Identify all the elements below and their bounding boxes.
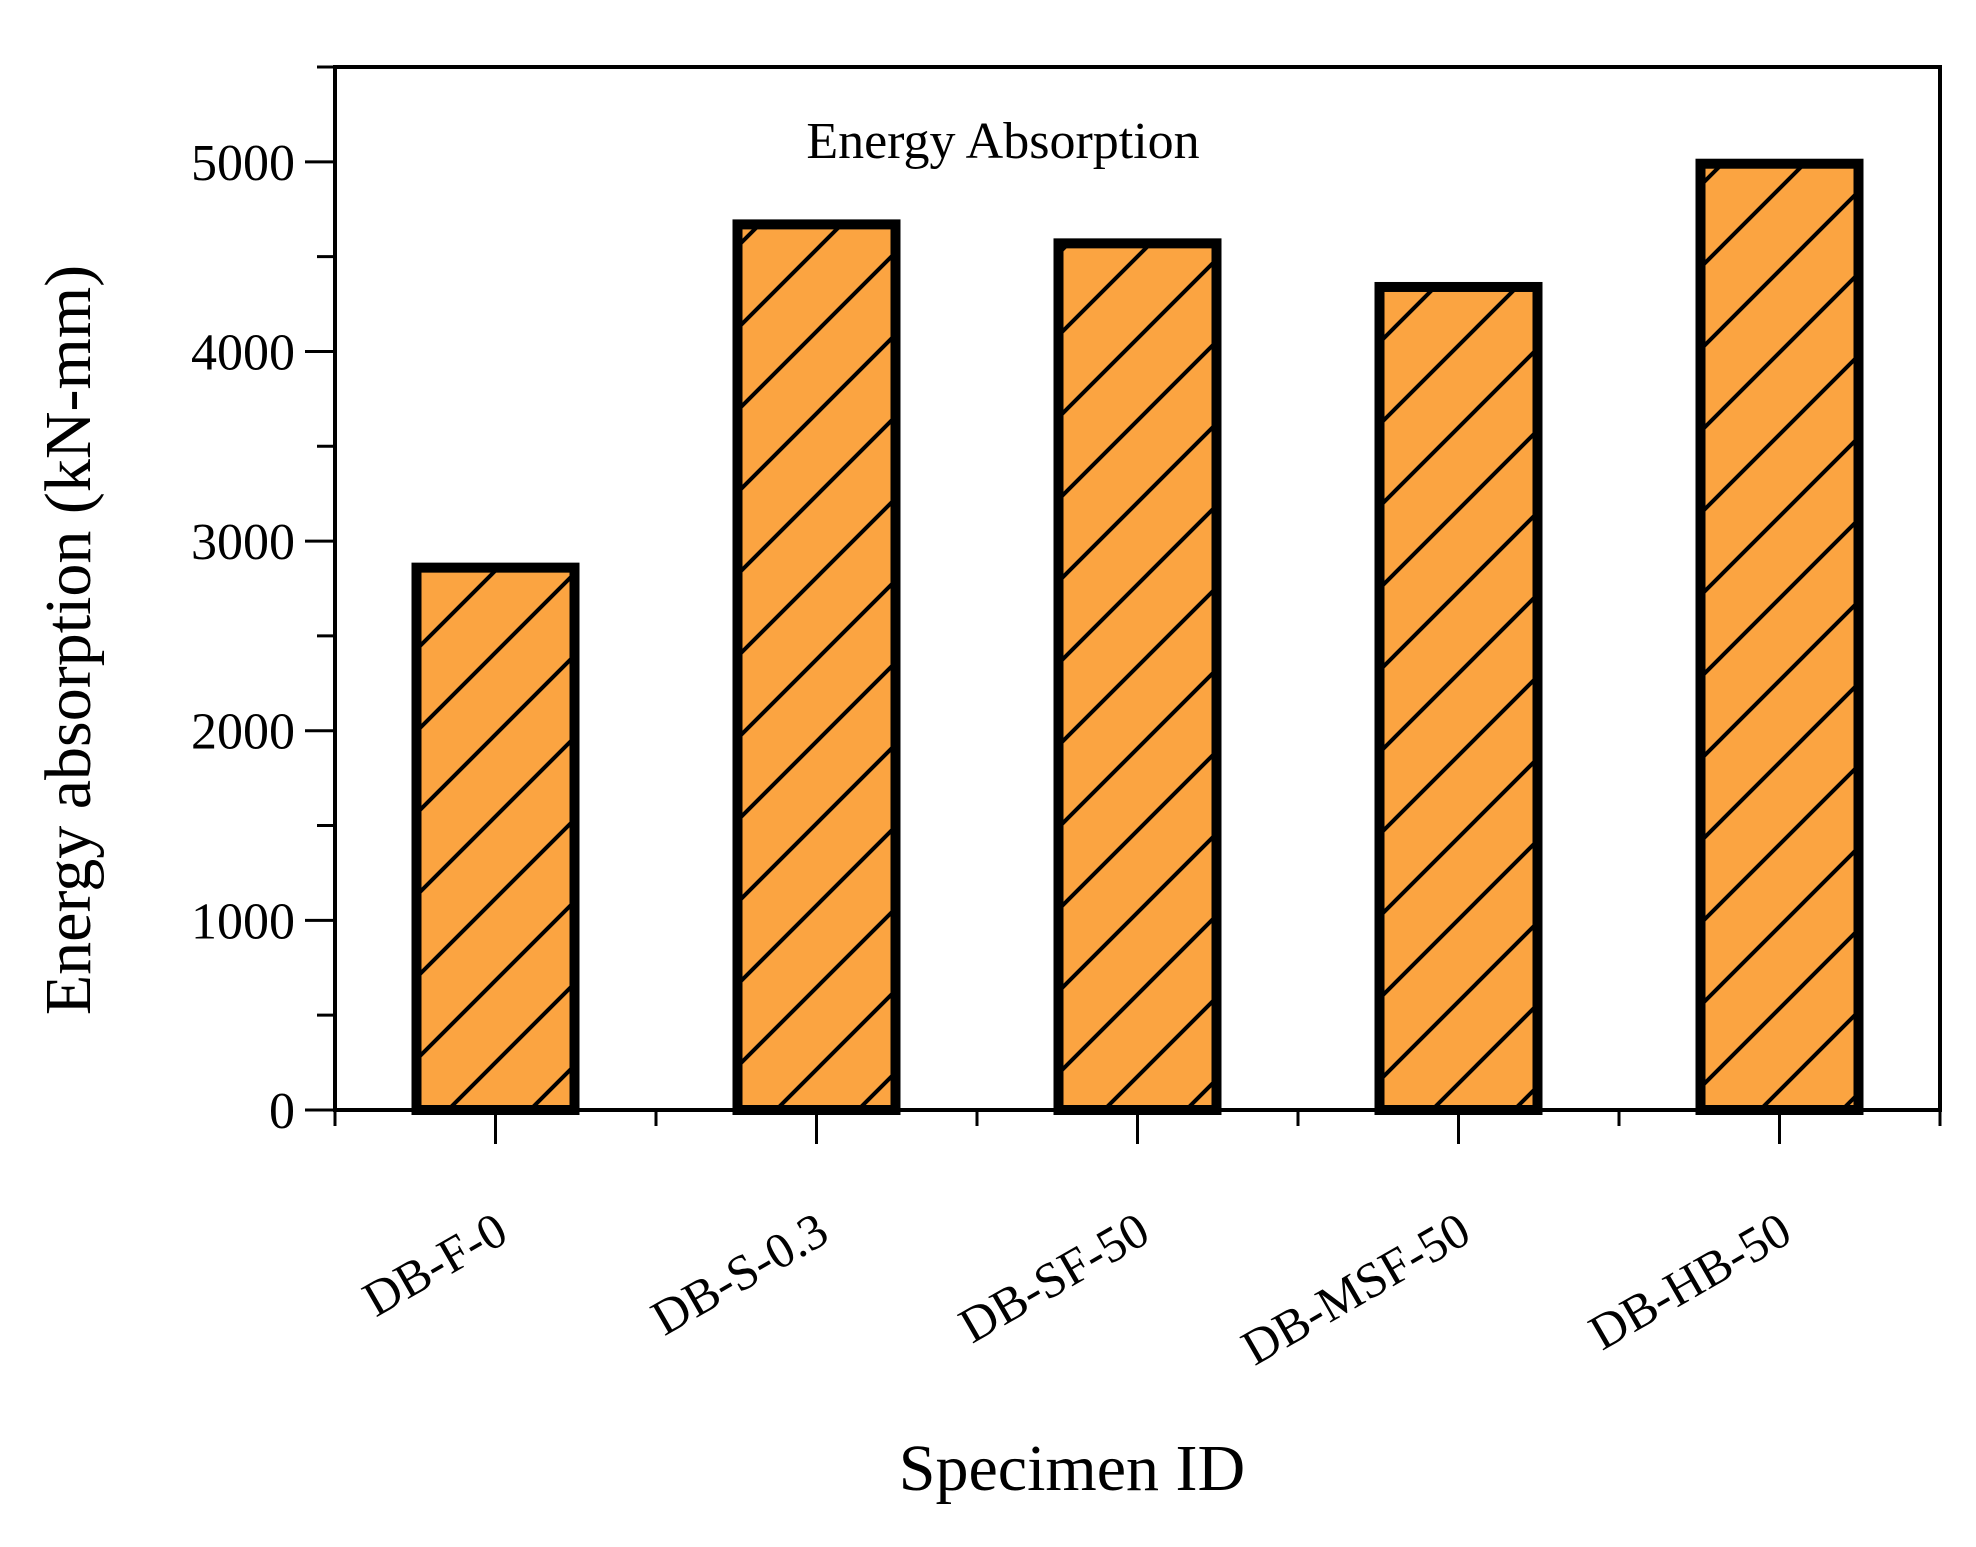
bar-db-sf-50	[1053, 238, 1222, 1115]
y-tick-label: 0	[269, 1083, 295, 1140]
bar-db-msf-50	[1374, 281, 1543, 1115]
chart-title: Energy Absorption	[806, 113, 1199, 170]
y-tick-label: 5000	[191, 135, 295, 192]
x-category-label: DB-S-0.3	[642, 1201, 837, 1346]
y-tick-label: 4000	[191, 324, 295, 381]
y-tick-label: 1000	[191, 893, 295, 950]
x-category-label: DB-SF-50	[950, 1201, 1158, 1354]
x-category-label: DB-F-0	[353, 1201, 516, 1327]
x-axis-title: Specimen ID	[899, 1432, 1245, 1505]
bar-db-hb-50	[1695, 158, 1864, 1115]
y-tick-label: 3000	[191, 514, 295, 571]
bar-db-s-0.3	[732, 219, 901, 1115]
x-category-label: DB-MSF-50	[1232, 1201, 1479, 1376]
y-axis-title: Energy absorption (kN-mm)	[32, 265, 105, 1015]
x-category-label: DB-HB-50	[1580, 1201, 1800, 1361]
bar-db-f-0	[411, 562, 580, 1115]
y-tick-label: 2000	[191, 704, 295, 761]
